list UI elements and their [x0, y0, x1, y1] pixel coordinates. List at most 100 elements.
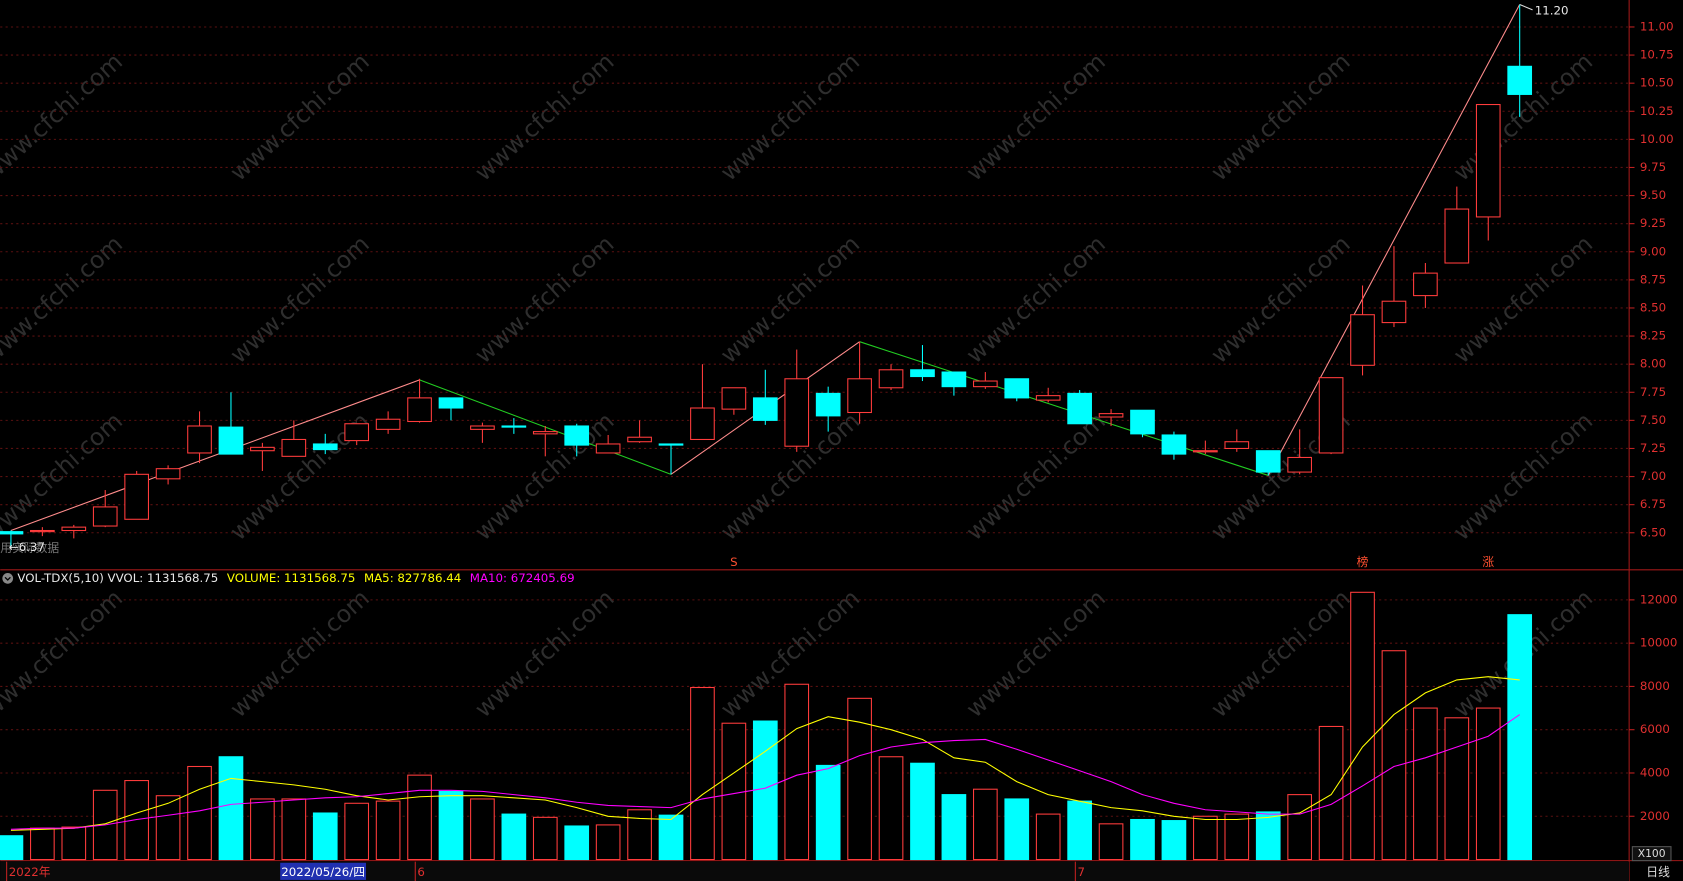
candle-body	[470, 425, 495, 430]
volume-bar	[312, 812, 338, 861]
indicator-title: VOL-TDX(5,10)	[17, 571, 104, 585]
candle-body	[941, 371, 967, 388]
volume-bar	[438, 790, 464, 861]
y-tick-label: 10.00	[1640, 132, 1674, 146]
candle-body	[1350, 314, 1375, 366]
y-tick-label: 8.25	[1640, 329, 1666, 343]
max-label: 11.20	[1535, 3, 1569, 17]
volume-bar	[658, 814, 684, 861]
candle-body	[1318, 377, 1344, 454]
candle-body	[30, 529, 55, 533]
candle-body	[784, 378, 810, 447]
volume-bar	[627, 809, 652, 861]
candle-body	[627, 436, 652, 443]
volume-bar	[564, 825, 590, 861]
y-tick-label: 10000	[1640, 636, 1678, 650]
y-tick-label: 10.75	[1640, 48, 1674, 62]
signal-label: S	[730, 555, 738, 569]
zigzag-segment	[859, 341, 1269, 476]
legend-item: MA10: 672405.69	[470, 571, 575, 585]
candle-body	[344, 423, 370, 442]
candle-body	[532, 431, 558, 435]
volume-bar	[375, 800, 401, 861]
volume-bar	[595, 824, 621, 861]
legend-item: MA5: 827786.44	[364, 571, 461, 585]
unit-label: X100	[1638, 847, 1666, 860]
y-tick-label: 2000	[1640, 809, 1670, 823]
candle-body	[658, 443, 684, 446]
min-label: ←6.37	[9, 540, 45, 554]
date-bar	[0, 861, 1630, 881]
period-label[interactable]: 日线	[1646, 865, 1670, 879]
volume-bar	[878, 756, 904, 861]
y-tick-label: 7.50	[1640, 413, 1666, 427]
candle-body	[1161, 434, 1187, 455]
candle-body	[61, 526, 87, 532]
candle-body	[878, 369, 904, 389]
legend-item: VVOL: 1131568.75	[108, 571, 219, 585]
y-tick-label: 8.00	[1640, 357, 1666, 371]
legend-item: VOLUME: 1131568.75	[227, 571, 355, 585]
y-tick-label: 10.25	[1640, 104, 1674, 118]
volume-bar	[250, 798, 275, 861]
unit-box	[1631, 846, 1672, 862]
volume-bar	[0, 835, 24, 861]
y-tick-label: 6000	[1640, 722, 1670, 736]
candle-body	[1287, 456, 1313, 473]
candle-body	[1381, 300, 1407, 324]
candle-body	[0, 531, 24, 535]
volume-bar	[61, 826, 87, 861]
candle-body	[1507, 65, 1533, 95]
volume-bar	[1161, 820, 1187, 861]
candle-body	[1255, 450, 1281, 473]
candle-body	[312, 443, 338, 451]
volume-bar	[470, 798, 495, 861]
candle-body	[92, 506, 118, 527]
candle-body	[281, 438, 307, 457]
x-tick-label: 6	[417, 865, 425, 879]
volume-bar	[1318, 725, 1344, 861]
candle-body	[187, 425, 212, 454]
candle-body	[690, 407, 715, 441]
y-tick-label: 12000	[1640, 592, 1678, 606]
volume-bar	[281, 798, 307, 861]
y-tick-label: 6.50	[1640, 525, 1666, 539]
candle-body	[124, 473, 150, 520]
volume-bar	[1035, 813, 1061, 861]
volume-bar	[30, 827, 55, 861]
candle-body	[1035, 395, 1061, 401]
y-tick-label: 9.00	[1640, 244, 1666, 258]
volume-bar	[847, 697, 872, 861]
candle-body	[501, 425, 527, 428]
candle-body	[438, 397, 464, 409]
y-tick-label: 8000	[1640, 679, 1670, 693]
volume-bar	[1381, 650, 1407, 861]
volume-bar	[1413, 707, 1438, 861]
candle-body	[752, 397, 778, 421]
indicator-icon[interactable]	[2, 573, 14, 584]
volume-bar	[941, 794, 967, 861]
candle-body	[407, 397, 432, 423]
candle-body	[218, 426, 244, 455]
x-tick-label: 2022年	[9, 865, 51, 879]
y-tick-label: 9.75	[1640, 160, 1666, 174]
volume-bar	[1098, 823, 1124, 861]
y-tick-label: 8.75	[1640, 272, 1666, 286]
volume-bar	[407, 774, 432, 861]
volume-bar	[752, 720, 778, 861]
volume-bar	[910, 762, 935, 861]
candle-body	[972, 380, 998, 388]
candle-body	[910, 369, 935, 378]
y-tick-label: 7.75	[1640, 385, 1666, 399]
y-tick-label: 10.50	[1640, 76, 1674, 90]
candle-body	[815, 392, 841, 417]
volume-bar	[501, 813, 527, 861]
y-tick-label: 6.75	[1640, 497, 1666, 511]
candle-body	[250, 446, 275, 452]
volume-bar	[972, 788, 998, 861]
candle-body	[1098, 413, 1124, 418]
zigzag-segment	[10, 379, 420, 532]
volume-bar	[721, 722, 747, 861]
zigzag-segment	[1267, 4, 1521, 476]
